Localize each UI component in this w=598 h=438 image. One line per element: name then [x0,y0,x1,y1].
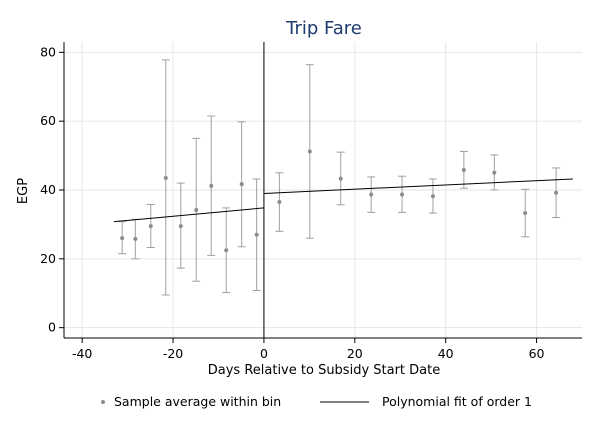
x-tick-label: -40 [72,346,92,361]
data-point [430,194,435,199]
fit-lines-layer [113,178,573,223]
x-tick-label: 0 [260,346,268,361]
data-point [239,182,244,187]
data-point [277,200,282,205]
x-tick-label: 20 [347,346,363,361]
y-tick-label: 60 [40,113,56,128]
legend: Sample average within bin Polynomial fit… [101,394,532,409]
data-point [224,248,229,253]
data-point [120,236,125,241]
fit-line-segment [263,178,573,194]
data-point [338,176,343,181]
data-point [194,207,199,212]
data-point [163,175,168,180]
data-point [148,224,153,229]
fit-line-segment [113,207,264,223]
x-axis-label: Days Relative to Subsidy Start Date [208,363,440,378]
data-point [554,190,559,195]
y-tick-label: 0 [48,320,56,335]
y-tick-label: 40 [40,182,56,197]
data-point [461,168,466,173]
chart-title: Trip Fare [285,18,362,39]
data-point [307,149,312,154]
tick-labels-layer: -40 -20 0 20 40 60 0 20 40 60 80 [40,44,544,361]
data-point [492,170,497,175]
y-tick-label: 20 [40,251,56,266]
data-point [400,192,405,197]
data-point [523,211,528,216]
data-point [369,192,374,197]
x-tick-label: -20 [163,346,183,361]
data-point [133,236,138,241]
y-axis-label: EGP [16,178,31,204]
axes-layer [59,42,582,343]
legend-label-points: Sample average within bin [114,394,281,409]
data-point [254,232,259,237]
legend-label-fit: Polynomial fit of order 1 [382,394,532,409]
x-tick-label: 60 [529,346,545,361]
y-tick-label: 80 [40,44,56,59]
legend-marker-points [101,400,105,404]
x-tick-label: 40 [438,346,454,361]
points-layer [120,149,559,253]
data-point [209,183,214,188]
data-point [178,224,183,229]
